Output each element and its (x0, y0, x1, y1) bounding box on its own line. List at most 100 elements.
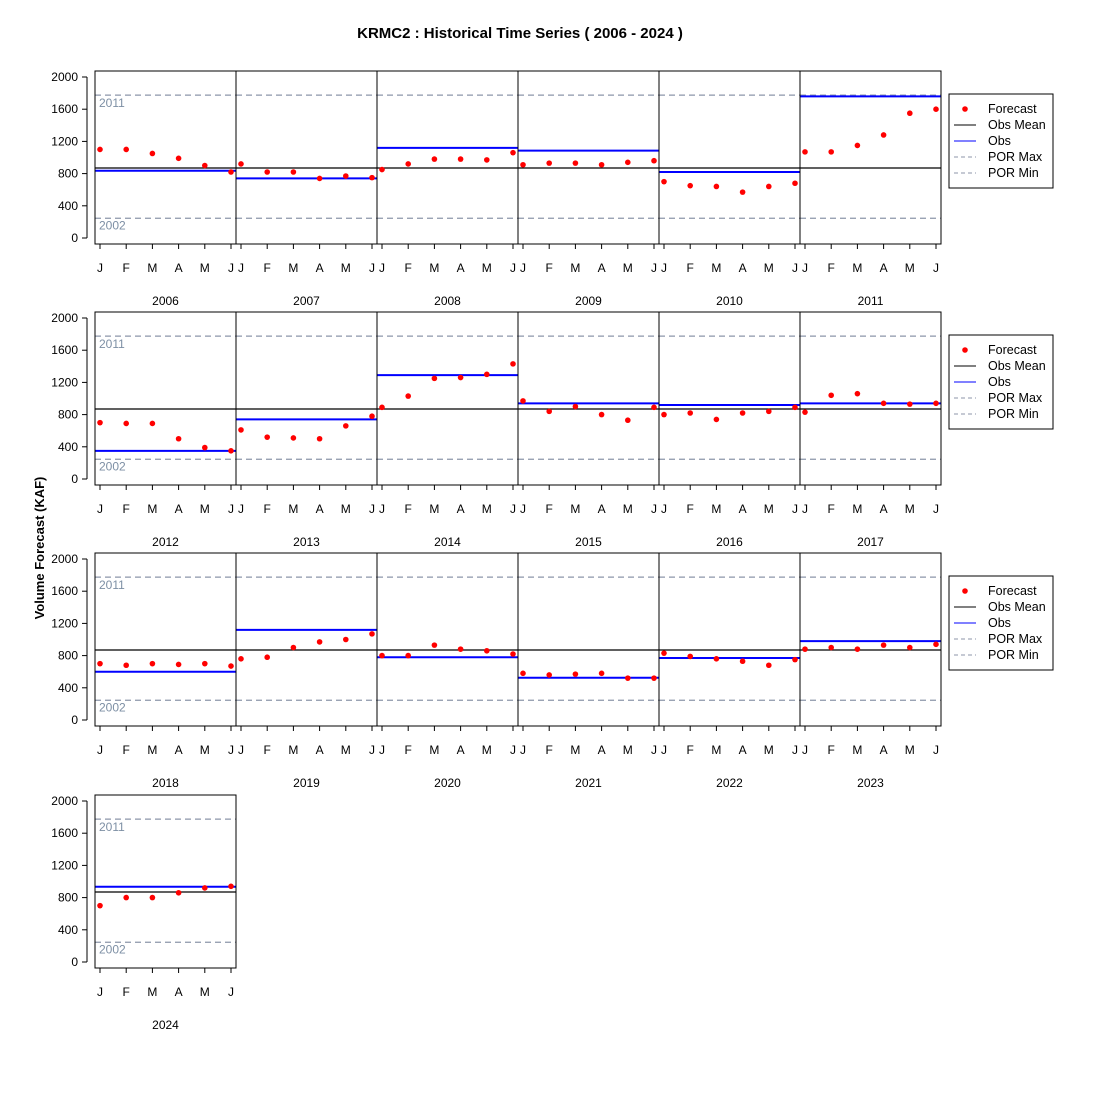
x-tick-label: F (405, 261, 412, 275)
por-max-label: 2011 (99, 337, 125, 351)
x-tick-label: F (687, 502, 694, 516)
x-tick-label: J (651, 743, 657, 757)
forecast-point-a-4 (739, 189, 746, 195)
forecast-point-j-6 (651, 404, 657, 411)
x-tick-label: M (905, 261, 915, 275)
x-tick-label: M (429, 743, 439, 757)
forecast-point-m-5 (202, 162, 208, 169)
x-tick-label: F (687, 743, 694, 757)
forecast-point-m-5 (202, 885, 208, 891)
y-tick-label: 2000 (51, 311, 78, 325)
year-label: 2009 (575, 294, 602, 308)
x-tick-label: A (175, 261, 183, 275)
y-axis-label: Volume Forecast (KAF) (32, 477, 47, 620)
forecast-point-j-6 (510, 361, 516, 367)
forecast-point-j-6 (510, 149, 516, 156)
panel-2011: J F M A M J 2011 (799, 70, 942, 308)
panel-2018: 2011 2002 J F M A M J 2018 0 400 800 1200 1600 2000 (51, 552, 237, 790)
forecast-point-f-2 (687, 182, 693, 189)
forecast-point-f-2 (546, 672, 552, 678)
panel-frame (799, 311, 942, 486)
x-tick-label: F (123, 743, 130, 757)
y-tick-label: 2000 (51, 552, 78, 566)
forecast-point-m-5 (907, 110, 913, 117)
x-tick-label: M (623, 502, 633, 516)
forecast-point-m-3 (149, 894, 156, 901)
x-tick-label: M (200, 502, 210, 516)
forecast-point-j-6 (792, 180, 798, 187)
x-tick-label: A (598, 743, 606, 757)
x-tick-label: J (228, 985, 234, 999)
y-tick-label: 1600 (51, 584, 78, 598)
y-tick-label: 400 (58, 923, 78, 937)
forecast-point-a-4 (598, 161, 605, 168)
year-label: 2008 (434, 294, 461, 308)
forecast-point-f-2 (687, 653, 693, 660)
forecast-point-m-5 (484, 371, 490, 378)
x-tick-label: M (482, 261, 492, 275)
forecast-point-j-1 (238, 427, 244, 433)
x-tick-label: M (200, 261, 210, 275)
panel-2006: 2011 2002 J F M A M J 2006 0 400 800 1200 1600 2000 (51, 70, 237, 308)
x-tick-label: A (175, 502, 183, 516)
x-tick-label: A (739, 743, 747, 757)
forecast-point-m-5 (343, 636, 349, 643)
forecast-point-j-6 (369, 413, 375, 420)
y-tick-label: 400 (58, 681, 78, 695)
x-tick-label: A (880, 502, 888, 516)
x-tick-label: J (792, 502, 798, 516)
year-label: 2014 (434, 535, 461, 549)
x-tick-label: J (792, 261, 798, 275)
x-tick-label: F (123, 261, 130, 275)
x-tick-label: A (316, 261, 324, 275)
forecast-point-j-1 (97, 146, 103, 153)
y-tick-label: 2000 (51, 70, 78, 84)
forecast-point-j-1 (661, 411, 667, 418)
x-tick-label: M (764, 261, 774, 275)
forecast-point-f-2 (546, 160, 552, 166)
forecast-point-j-1 (238, 161, 244, 167)
x-tick-label: J (802, 261, 808, 275)
forecast-point-m-5 (907, 401, 913, 407)
year-label: 2013 (293, 535, 320, 549)
forecast-point-j-6 (792, 656, 798, 663)
forecast-point-m-5 (484, 157, 490, 163)
x-tick-label: J (379, 502, 385, 516)
forecast-point-m-3 (290, 169, 297, 175)
panel-2008: J F M A M J 2008 (376, 70, 519, 308)
x-tick-label: M (711, 261, 721, 275)
x-tick-label: M (905, 743, 915, 757)
forecast-point-m-3 (572, 160, 579, 166)
year-label: 2007 (293, 294, 320, 308)
x-tick-label: J (228, 261, 234, 275)
forecast-point-m-3 (149, 420, 156, 427)
legend-forecast-symbol (962, 106, 968, 112)
forecast-point-a-4 (457, 156, 464, 162)
forecast-point-j-1 (520, 398, 526, 404)
panel-2022: J F M A M J 2022 (658, 552, 801, 790)
x-tick-label: M (852, 743, 862, 757)
forecast-point-m-5 (766, 662, 772, 669)
x-tick-label: J (369, 743, 375, 757)
x-tick-label: M (764, 743, 774, 757)
forecast-point-j-6 (933, 400, 939, 407)
x-tick-label: J (379, 261, 385, 275)
forecast-point-m-3 (572, 403, 579, 410)
x-tick-label: M (570, 743, 580, 757)
x-tick-label: J (933, 743, 939, 757)
y-tick-label: 2000 (51, 794, 78, 808)
x-tick-label: F (687, 261, 694, 275)
forecast-point-m-3 (149, 150, 156, 157)
panel-2014: J F M A M J 2014 (376, 311, 519, 549)
forecast-point-m-3 (854, 142, 861, 149)
x-tick-label: J (369, 261, 375, 275)
x-tick-label: J (97, 743, 103, 757)
x-tick-label: M (623, 743, 633, 757)
por-min-label: 2002 (99, 459, 126, 473)
x-tick-label: J (933, 261, 939, 275)
x-tick-label: F (405, 743, 412, 757)
x-tick-label: J (510, 502, 516, 516)
forecast-point-j-1 (238, 656, 244, 662)
